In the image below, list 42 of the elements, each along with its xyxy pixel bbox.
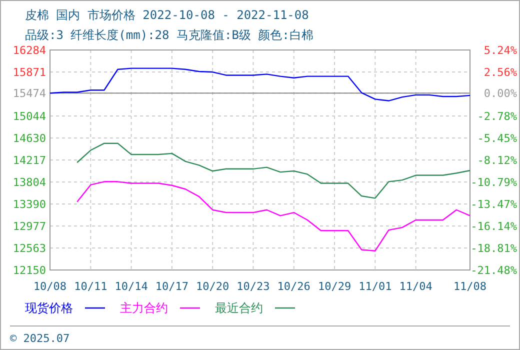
y2-tick-label: -13.47% xyxy=(470,198,518,212)
x-tick-label: 11/04 xyxy=(399,280,433,293)
y2-tick-label: 2.56% xyxy=(484,66,518,80)
x-tick-label: 10/17 xyxy=(155,280,188,293)
y-tick-label: 12563 xyxy=(12,242,46,256)
y2-tick-label: 5.24% xyxy=(484,44,518,57)
y-tick-label: 15871 xyxy=(12,66,46,79)
x-tick-label: 10/11 xyxy=(74,280,108,293)
legend-label: 主力合约 xyxy=(120,301,168,315)
y2-tick-label: -5.45% xyxy=(477,132,518,146)
y2-tick-label: -10.79% xyxy=(470,176,518,189)
y2-tick-label: -8.12% xyxy=(477,154,518,167)
x-tick-label: 10/23 xyxy=(236,280,270,293)
chart-subtitle: 品级:3 纤维长度(mm):28 马克隆值:B级 颜色:白棉 xyxy=(25,28,314,42)
y-tick-label: 15474 xyxy=(12,87,46,100)
y2-tick-label: -16.14% xyxy=(470,220,518,234)
y2-tick-label: -2.78% xyxy=(477,110,518,124)
text: © 2025.07 xyxy=(10,332,70,345)
chart-title: 皮棉 国内 市场价格 2022-10-08 - 2022-11-08 xyxy=(25,8,309,22)
x-tick-label: 10/20 xyxy=(196,280,230,293)
line-series xyxy=(76,181,471,252)
y-tick-label: 12150 xyxy=(12,264,46,277)
y-tick-label: 13390 xyxy=(12,198,46,212)
legend-label: 最近合约 xyxy=(215,301,263,315)
x-tick-label: 10/08 xyxy=(33,280,67,293)
legend-label: 现货价格 xyxy=(25,301,73,315)
y2-tick-label: -18.81% xyxy=(470,242,518,256)
x-tick-label: 10/26 xyxy=(277,280,310,293)
x-tick-label: 11/01 xyxy=(358,280,392,293)
line-series xyxy=(76,142,471,199)
y-tick-label: 13804 xyxy=(12,176,46,189)
x-tick-label: 11/08 xyxy=(453,280,487,293)
y-tick-label: 12977 xyxy=(12,220,46,233)
y-tick-label: 14630 xyxy=(12,132,46,146)
y-tick-label: 15044 xyxy=(12,110,46,123)
line-series xyxy=(49,68,471,102)
y-tick-label: 16284 xyxy=(12,44,46,57)
x-tick-label: 10/14 xyxy=(114,280,148,293)
y2-tick-label: -21.48% xyxy=(470,264,518,277)
x-tick-label: 10/29 xyxy=(318,280,352,293)
y2-tick-label: 0.00% xyxy=(484,87,518,100)
y-tick-label: 14217 xyxy=(12,154,46,167)
